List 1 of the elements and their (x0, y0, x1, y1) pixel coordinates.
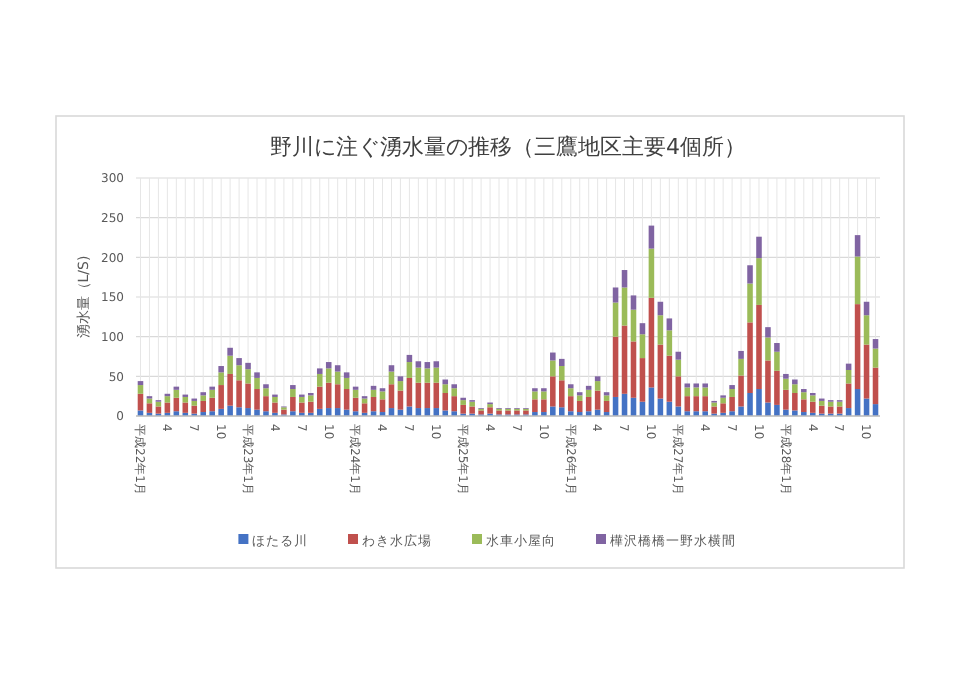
chart-title: 野川に注ぐ湧水量の推移（三鷹地区主要4個所） (270, 134, 746, 160)
